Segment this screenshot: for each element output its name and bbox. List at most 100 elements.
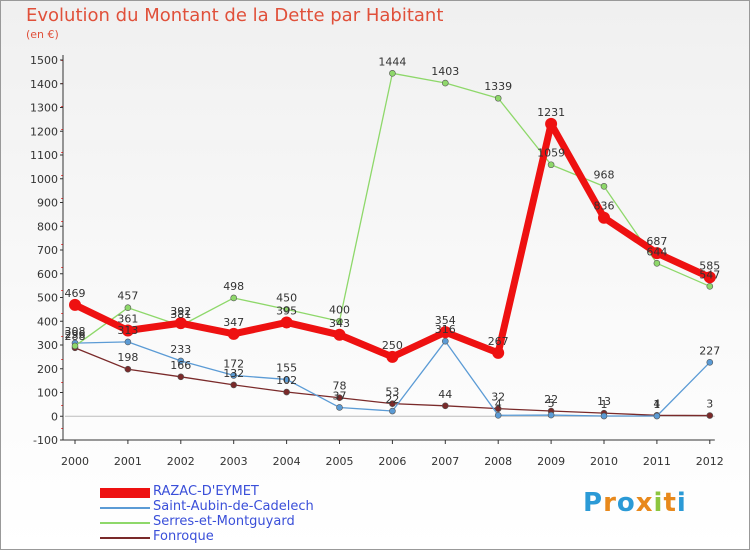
series-2-point — [547, 161, 555, 169]
data-label: 644 — [646, 245, 667, 258]
series-1-point — [177, 357, 185, 365]
y-tick-label: 1100 — [30, 149, 58, 162]
data-label: 308 — [65, 325, 86, 338]
series-0-point — [386, 350, 399, 363]
logo-letter: o — [616, 488, 636, 518]
y-tick-label: 1000 — [30, 173, 58, 186]
series-3-point — [441, 402, 449, 410]
series-1-point — [706, 359, 714, 366]
data-label: 392 — [170, 305, 191, 318]
series-3-point — [124, 365, 132, 373]
data-label: 198 — [117, 351, 138, 364]
logo-letter: x — [635, 488, 654, 518]
series-3-point — [177, 373, 185, 381]
series-2-point — [706, 283, 714, 290]
data-label: 313 — [117, 324, 138, 337]
series-0-point — [439, 326, 452, 339]
data-label: 1 — [601, 398, 608, 411]
data-label: 4 — [495, 397, 502, 410]
data-label: 4 — [653, 397, 660, 410]
series-1-point — [230, 372, 237, 379]
series-0-point — [333, 328, 346, 341]
y-tick-label: 1400 — [30, 78, 58, 91]
series-layer — [69, 70, 716, 420]
data-label: 836 — [594, 200, 615, 213]
data-label: 1339 — [484, 80, 512, 93]
legend-swatch-razac — [100, 488, 150, 498]
data-label: 78 — [333, 380, 347, 393]
y-tick-label: 1500 — [30, 54, 58, 67]
data-label: 13 — [597, 395, 611, 408]
series-1-point — [389, 407, 396, 415]
logo-letter: i — [653, 488, 664, 518]
series-0-point — [227, 327, 240, 340]
axes: -100 0 100 200 300 400 500 600 700 800 900 1000 1100… — [30, 54, 724, 468]
x-tick-label: 2011 — [643, 455, 671, 468]
data-label: 155 — [276, 361, 297, 374]
series-0-point — [280, 316, 293, 329]
data-label: 233 — [170, 343, 191, 356]
data-label: 968 — [594, 168, 615, 181]
data-label: 22 — [544, 393, 558, 406]
series-0-point — [703, 271, 716, 284]
data-label: 1231 — [537, 106, 565, 119]
data-label: 22 — [385, 393, 399, 406]
data-label: 288 — [65, 330, 86, 343]
legend-label-saint-aubin: Saint-Aubin-de-Cadelech — [153, 499, 314, 514]
data-label: 498 — [223, 280, 244, 293]
y-tick-label: 1200 — [30, 125, 58, 138]
legend-swatch-serres — [100, 522, 150, 524]
series-1-point — [336, 404, 343, 411]
logo-letter: t — [663, 488, 677, 518]
legend-swatch-saint-aubin — [100, 507, 150, 509]
series-line-0 — [73, 120, 712, 361]
data-label: 172 — [223, 357, 244, 370]
series-0-point — [69, 298, 81, 311]
series-2-point — [600, 183, 608, 190]
y-tick-label: 600 — [37, 268, 58, 281]
data-label: 250 — [382, 339, 403, 352]
series-2-point — [336, 317, 343, 325]
series-3-point — [389, 400, 396, 407]
series-2-point — [389, 70, 396, 77]
series-1-point — [547, 411, 555, 419]
chart-subtitle: (en €) — [26, 28, 59, 41]
series-0-point — [174, 317, 187, 330]
data-label: 395 — [276, 304, 297, 317]
series-1-point — [441, 337, 449, 345]
series-3-point — [336, 394, 343, 402]
proxiti-logo: Proxiti — [583, 488, 687, 518]
logo-letter: r — [603, 488, 617, 518]
data-label: 361 — [117, 313, 138, 326]
data-label: 316 — [435, 323, 456, 336]
y-tick-label: 200 — [37, 363, 58, 376]
data-label: 381 — [170, 308, 191, 321]
y-tick-label: 500 — [37, 292, 58, 305]
data-labels: 4693613923473953432503542671231836687585… — [65, 55, 721, 411]
data-label: 5 — [548, 397, 555, 410]
y-tick-label: 100 — [37, 387, 58, 400]
data-label: 457 — [117, 290, 138, 303]
data-label: 343 — [329, 317, 350, 330]
data-label: 547 — [699, 268, 720, 281]
series-2-point — [230, 294, 237, 302]
legend-label-razac: RAZAC-D'EYMET — [153, 484, 259, 499]
data-label: 227 — [699, 344, 720, 357]
x-tick-label: 2006 — [378, 455, 406, 468]
y-tick-label: 1300 — [30, 102, 58, 115]
data-label: 400 — [329, 303, 350, 316]
x-tick-label: 2000 — [61, 455, 89, 468]
series-2-point — [71, 342, 79, 350]
chart-title: Evolution du Montant de la Dette par Hab… — [26, 5, 444, 26]
series-0-point — [121, 324, 134, 337]
y-tick-label: -100 — [33, 434, 58, 447]
x-tick-label: 2003 — [220, 455, 248, 468]
x-tick-label: 2005 — [326, 455, 354, 468]
data-label: 53 — [385, 386, 399, 399]
series-3-point — [283, 388, 290, 396]
series-3-point — [230, 381, 237, 389]
x-tick-label: 2002 — [167, 455, 195, 468]
data-label: 166 — [170, 359, 191, 372]
series-3-point — [494, 405, 502, 412]
